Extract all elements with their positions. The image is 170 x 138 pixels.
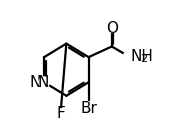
Circle shape (82, 102, 95, 115)
Text: 2: 2 (140, 54, 147, 64)
Text: Br: Br (80, 101, 97, 116)
Text: O: O (106, 21, 118, 36)
Circle shape (123, 50, 137, 64)
Text: F: F (56, 106, 65, 121)
Text: N: N (37, 75, 49, 90)
Circle shape (39, 77, 49, 88)
Text: N: N (29, 75, 41, 90)
Text: NH: NH (130, 49, 153, 64)
Circle shape (107, 24, 116, 32)
Circle shape (56, 109, 65, 118)
